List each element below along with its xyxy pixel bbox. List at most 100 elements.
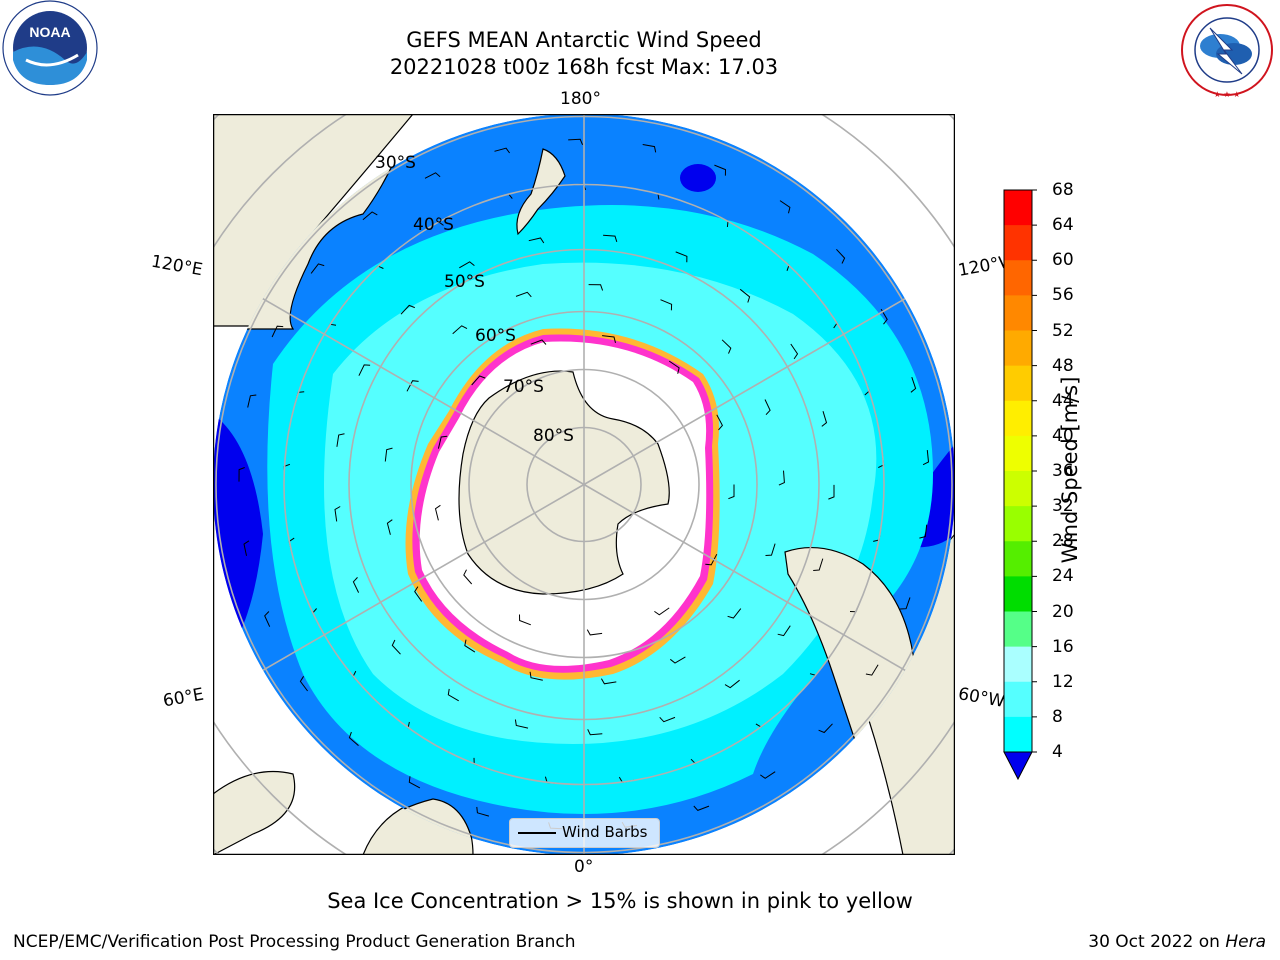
wind-barb	[386, 519, 393, 535]
wind-barb	[352, 577, 360, 593]
colorbar-tick-label: 44	[1052, 390, 1074, 411]
wind-barb	[821, 411, 828, 427]
wind-barb	[264, 611, 271, 627]
colorbar	[1003, 189, 1037, 781]
colorbar-tick-label: 20	[1052, 601, 1074, 622]
lat-label-80s: 80°S	[533, 426, 574, 446]
wind-barb	[348, 731, 359, 746]
lon-label-60w: 60°W	[956, 684, 1007, 712]
wind-barb	[760, 771, 776, 779]
colorbar-segment	[1004, 330, 1032, 367]
colorbar-segment	[1004, 541, 1032, 577]
wind-barb	[515, 291, 532, 298]
wind-barb	[721, 339, 732, 354]
wind-barb	[764, 399, 771, 416]
graticule	[213, 114, 955, 855]
colorbar-tick-label: 60	[1052, 250, 1074, 271]
colorbar-tick-label: 24	[1052, 566, 1074, 587]
wind-barb	[459, 261, 475, 269]
colorbar-segment	[1004, 400, 1032, 437]
new-zealand	[516, 148, 566, 236]
wind-barb	[384, 447, 393, 462]
wind-barb	[600, 678, 617, 685]
nws-logo: ★ ★ ★	[1181, 4, 1273, 99]
wind-barb	[818, 723, 833, 734]
wind-barb	[476, 806, 490, 817]
lat-label-40s: 40°S	[413, 215, 454, 235]
lon-label-0: 0°	[574, 857, 594, 877]
chart-subtitle: 20221028 t00z 168h fcst Max: 17.03	[389, 55, 779, 79]
colorbar-segment	[1004, 365, 1032, 402]
wind-barb	[779, 200, 791, 214]
wind-barb	[739, 288, 751, 303]
footer-left: NCEP/EMC/Verification Post Processing Pr…	[13, 932, 576, 952]
colorbar-segment	[1004, 506, 1032, 542]
footer-host: Hera	[1225, 932, 1266, 952]
wind-barb	[391, 639, 401, 655]
wind-barb	[358, 364, 371, 376]
wind-barb	[528, 237, 545, 244]
wind-barb	[299, 676, 308, 692]
colorbar-tick-label: 12	[1052, 671, 1074, 692]
chart-title: GEFS MEAN Antarctic Wind Speed	[406, 28, 762, 52]
legend-label: Wind Barbs	[562, 823, 648, 841]
wind-barb	[660, 299, 673, 311]
noaa-logo-text: NOAA	[29, 24, 70, 40]
wind-barb	[271, 325, 284, 338]
wind-barb	[408, 776, 421, 789]
legend-line-icon	[518, 832, 556, 834]
wind-barb	[336, 433, 345, 447]
wind-barb	[765, 543, 776, 556]
colorbar-tick-label: 68	[1052, 180, 1074, 200]
colorbar-segment	[1004, 260, 1032, 296]
colorbar-segment	[1004, 576, 1032, 612]
colorbar-tick-label: 52	[1052, 320, 1074, 341]
wind-barb	[530, 339, 547, 345]
colorbar-segment	[1004, 471, 1032, 507]
wind-barb	[238, 467, 245, 482]
lon-label-60e: 60°E	[161, 684, 206, 712]
colorbar-segment	[1004, 225, 1032, 261]
wind-barb	[568, 138, 584, 145]
noaa-logo: NOAA	[2, 0, 98, 96]
colorbar-label: Wind Speed [m/s]	[1058, 376, 1082, 564]
wind-barb	[777, 625, 791, 637]
wind-barb	[406, 380, 419, 392]
colorbar-tick-label: 32	[1052, 496, 1074, 517]
wind-barb	[669, 656, 686, 664]
caption: Sea Ice Concentration > 15% is shown in …	[327, 889, 913, 913]
wind-barb	[778, 470, 785, 486]
wind-barb	[724, 679, 740, 689]
wind-barb	[400, 304, 415, 315]
colorbar-tick-label: 16	[1052, 636, 1074, 657]
wind-barb	[471, 375, 486, 386]
wind-barb	[603, 234, 618, 243]
lat-label-60s: 60°S	[475, 326, 516, 346]
wind-barb	[880, 308, 888, 325]
wind-barb	[727, 608, 742, 619]
wind-barb	[588, 284, 604, 291]
wind-barb	[919, 524, 928, 539]
colorbar-tick-label: 36	[1052, 461, 1074, 481]
wind-barb	[514, 719, 529, 729]
lat-label-50s: 50°S	[444, 272, 485, 292]
colorbar-segment	[1004, 295, 1032, 331]
colorbar-under-arrow	[1003, 751, 1033, 781]
colorbar-tick-label: 40	[1052, 425, 1074, 446]
wind-barb	[790, 343, 799, 360]
colorbar-segment	[1004, 716, 1032, 753]
wind-barb	[464, 639, 476, 653]
wind-barb	[529, 671, 543, 681]
wind-barb	[642, 144, 657, 153]
wind-barb	[728, 484, 735, 500]
wind-barb	[705, 553, 718, 566]
wind-barb	[836, 248, 846, 264]
wind-barbs-legend: Wind Barbs	[509, 818, 660, 848]
lon-label-120e: 120°E	[149, 251, 205, 281]
footer-right: 30 Oct 2022 on Hera	[1088, 932, 1266, 952]
wind-barb	[243, 540, 250, 556]
wind-barb	[586, 629, 603, 636]
polar-map: 30°S 40°S 50°S 60°S 70°S 80°S	[213, 114, 955, 855]
wind-barb	[434, 504, 441, 521]
wind-barb	[693, 805, 710, 811]
